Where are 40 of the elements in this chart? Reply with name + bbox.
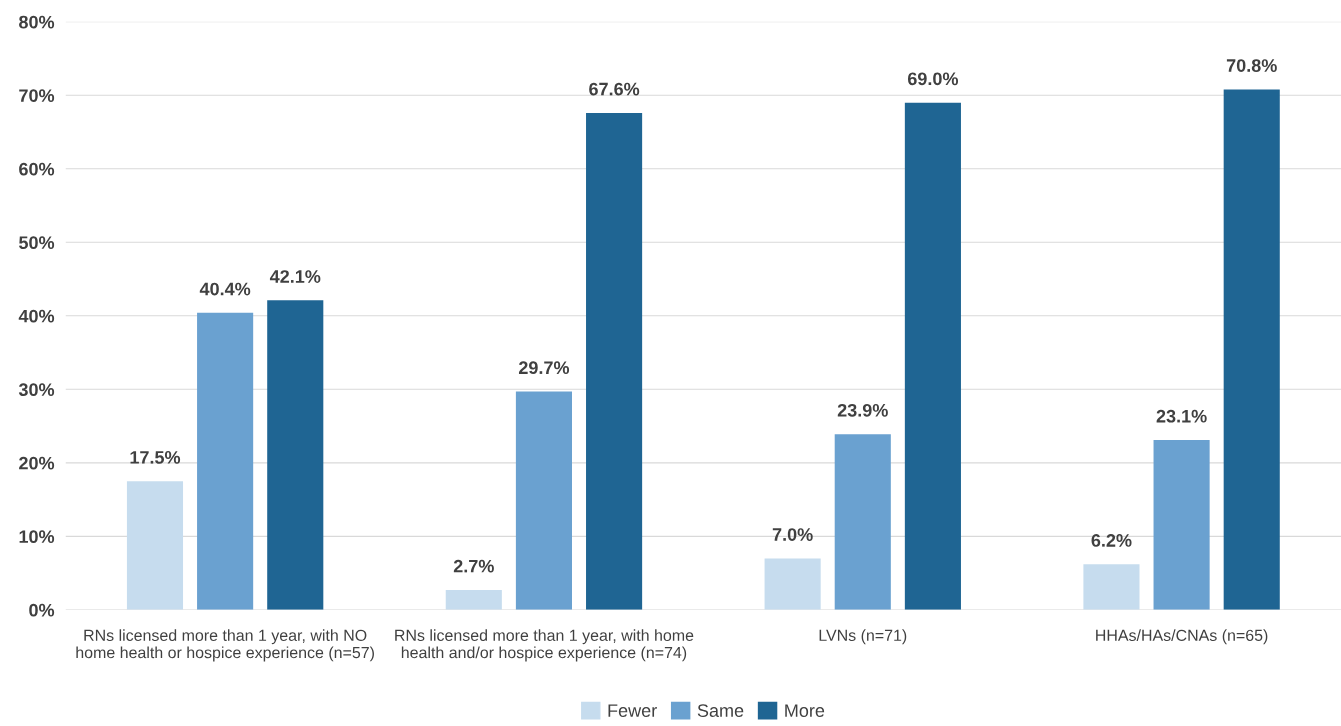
bar <box>1223 89 1280 610</box>
data-label: 42.1% <box>269 270 321 283</box>
data-label: 23.1% <box>1156 409 1207 423</box>
bar <box>267 300 324 610</box>
x-tick-label: RNs licensed more than 1 year, with NO home health or hospice experience (n=57) <box>76 629 374 662</box>
data-label: 69.0% <box>907 72 959 86</box>
data-label: 23.9% <box>837 403 888 417</box>
data-label: 17.5% <box>130 451 181 464</box>
bar <box>586 112 643 610</box>
bar <box>445 589 502 610</box>
legend-label: Fewer <box>608 704 657 717</box>
bar <box>904 102 961 610</box>
y-tick-label: 30% <box>18 383 55 397</box>
bar <box>1083 564 1140 610</box>
data-label: 67.6% <box>589 82 640 96</box>
legend-label: Same <box>697 704 744 717</box>
data-label: 7.0% <box>772 528 813 541</box>
bar <box>197 312 254 610</box>
data-label: 40.4% <box>199 282 251 296</box>
bar <box>764 558 821 610</box>
y-tick-label: 0% <box>29 603 55 617</box>
data-label: 70.8% <box>1226 59 1277 72</box>
bar <box>1153 440 1210 610</box>
y-tick-label: 20% <box>19 456 55 470</box>
y-tick-label: 40% <box>18 309 55 323</box>
y-tick-label: 50% <box>19 236 55 250</box>
data-label: 29.7% <box>518 361 570 375</box>
y-tick-label: 80% <box>19 15 55 29</box>
data-label: 2.7% <box>453 559 494 573</box>
bar <box>834 434 891 610</box>
x-tick-label: LVNs (n=71) <box>819 629 907 645</box>
legend-label: More <box>785 704 825 717</box>
y-tick-label: 70% <box>19 89 55 103</box>
y-tick-label: 10% <box>19 530 55 544</box>
y-tick-label: 60% <box>19 162 55 176</box>
x-tick-label: HHAs/HAs/CNAs (n=65) <box>1096 629 1268 645</box>
x-tick-label: RNs licensed more than 1 year, with home health and/or hospice experience (n=74) <box>395 629 694 662</box>
bar <box>515 391 572 610</box>
bar <box>126 481 184 610</box>
data-label: 6.2% <box>1091 534 1132 547</box>
